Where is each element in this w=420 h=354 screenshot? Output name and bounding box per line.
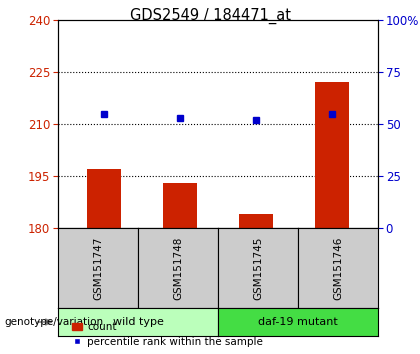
Bar	[239, 214, 273, 228]
Text: GSM151747: GSM151747	[93, 236, 103, 300]
Text: daf-19 mutant: daf-19 mutant	[258, 317, 338, 327]
Text: wild type: wild type	[113, 317, 163, 327]
Bar	[87, 169, 121, 228]
Text: GDS2549 / 184471_at: GDS2549 / 184471_at	[129, 8, 291, 24]
Text: genotype/variation: genotype/variation	[4, 317, 103, 327]
Legend: count, percentile rank within the sample: count, percentile rank within the sample	[71, 322, 263, 347]
Text: GSM151746: GSM151746	[333, 236, 343, 300]
Text: GSM151748: GSM151748	[173, 236, 183, 300]
Bar	[315, 82, 349, 228]
Text: GSM151745: GSM151745	[253, 236, 263, 300]
Bar	[163, 183, 197, 228]
